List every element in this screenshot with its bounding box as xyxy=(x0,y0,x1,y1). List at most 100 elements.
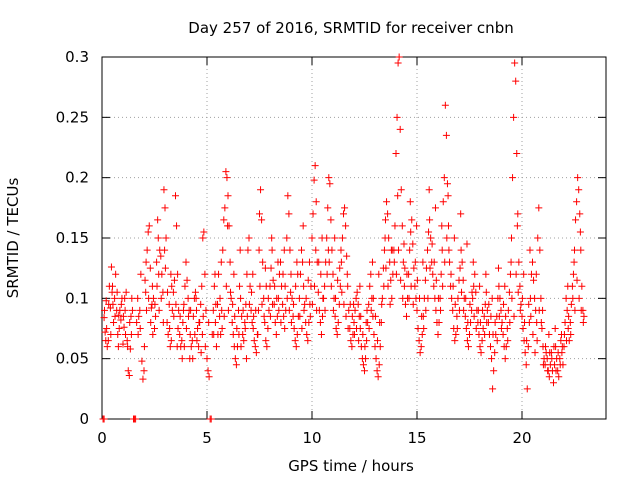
chart-title: Day 257 of 2016, SRMTID for receiver cnb… xyxy=(188,19,513,37)
data-point xyxy=(168,306,176,314)
data-point xyxy=(454,294,462,302)
data-point xyxy=(166,343,174,351)
data-point xyxy=(197,300,205,308)
data-point xyxy=(479,325,487,332)
data-point xyxy=(350,300,358,308)
data-point xyxy=(518,294,526,302)
data-point xyxy=(487,343,494,351)
data-point xyxy=(109,300,117,308)
y-tick-label: 0.2 xyxy=(65,169,89,187)
data-point xyxy=(419,258,427,266)
data-point xyxy=(144,228,152,236)
data-point xyxy=(280,246,288,254)
data-point xyxy=(542,343,550,351)
data-point xyxy=(482,288,490,296)
data-point xyxy=(348,312,356,320)
data-point xyxy=(516,306,524,314)
data-point xyxy=(573,276,581,284)
data-point xyxy=(261,264,269,272)
data-point xyxy=(220,216,228,224)
data-point xyxy=(431,204,439,212)
data-point xyxy=(201,270,209,278)
data-point xyxy=(439,198,447,206)
data-point xyxy=(245,300,253,308)
data-point xyxy=(576,210,584,218)
data-point xyxy=(344,325,352,332)
data-point xyxy=(375,361,383,369)
data-point xyxy=(526,246,534,254)
data-point xyxy=(399,294,407,302)
data-point xyxy=(125,372,133,380)
data-point xyxy=(405,294,413,302)
data-point xyxy=(387,276,395,284)
data-point xyxy=(494,264,502,272)
data-point xyxy=(100,415,108,423)
data-point xyxy=(333,331,341,339)
data-point xyxy=(572,216,580,224)
data-point xyxy=(210,282,218,290)
data-point xyxy=(497,325,505,332)
data-point xyxy=(269,276,277,284)
data-point xyxy=(387,246,395,254)
data-point xyxy=(430,258,438,266)
data-point xyxy=(350,331,358,339)
data-point xyxy=(382,264,390,272)
data-point xyxy=(437,306,445,314)
data-point xyxy=(407,228,415,236)
data-point xyxy=(482,270,490,278)
data-point xyxy=(487,312,495,320)
data-point xyxy=(502,343,510,351)
data-point xyxy=(318,234,326,242)
data-point xyxy=(165,300,173,308)
data-point xyxy=(152,312,160,320)
data-point xyxy=(570,258,578,266)
data-point xyxy=(193,337,201,345)
data-point xyxy=(235,331,243,339)
data-point xyxy=(319,312,326,320)
data-point xyxy=(395,246,403,254)
data-point xyxy=(554,349,562,357)
data-point xyxy=(174,270,182,278)
data-point xyxy=(145,222,153,230)
data-point xyxy=(490,367,498,375)
data-point xyxy=(508,294,516,302)
data-point xyxy=(103,325,111,332)
data-point xyxy=(157,294,165,302)
data-point xyxy=(367,306,375,314)
data-point xyxy=(205,318,213,326)
data-point xyxy=(199,312,207,320)
data-point xyxy=(470,282,478,290)
data-point xyxy=(576,228,584,236)
data-point xyxy=(476,318,484,326)
data-point xyxy=(194,325,202,332)
data-point xyxy=(369,294,377,302)
data-point xyxy=(384,210,392,218)
data-point xyxy=(111,294,119,302)
data-point xyxy=(303,331,311,339)
data-point xyxy=(365,325,373,332)
data-point xyxy=(464,343,472,351)
data-point xyxy=(533,337,541,345)
data-point xyxy=(544,367,552,375)
data-point xyxy=(453,325,461,332)
data-point xyxy=(426,216,434,224)
data-point xyxy=(284,192,292,200)
data-point xyxy=(391,222,399,230)
data-point xyxy=(393,113,401,121)
data-point xyxy=(172,192,179,200)
data-point xyxy=(466,331,473,339)
data-point xyxy=(124,343,132,351)
data-point xyxy=(409,240,417,248)
data-point xyxy=(558,343,566,351)
data-point xyxy=(500,300,508,308)
data-point xyxy=(271,282,279,290)
data-point xyxy=(342,312,350,320)
x-tick-label: 0 xyxy=(97,429,107,447)
data-point xyxy=(243,270,251,278)
data-point xyxy=(413,222,421,230)
data-point xyxy=(191,288,199,296)
data-point xyxy=(363,337,371,345)
data-point xyxy=(107,263,115,271)
data-point xyxy=(579,318,587,326)
data-point xyxy=(110,318,118,326)
